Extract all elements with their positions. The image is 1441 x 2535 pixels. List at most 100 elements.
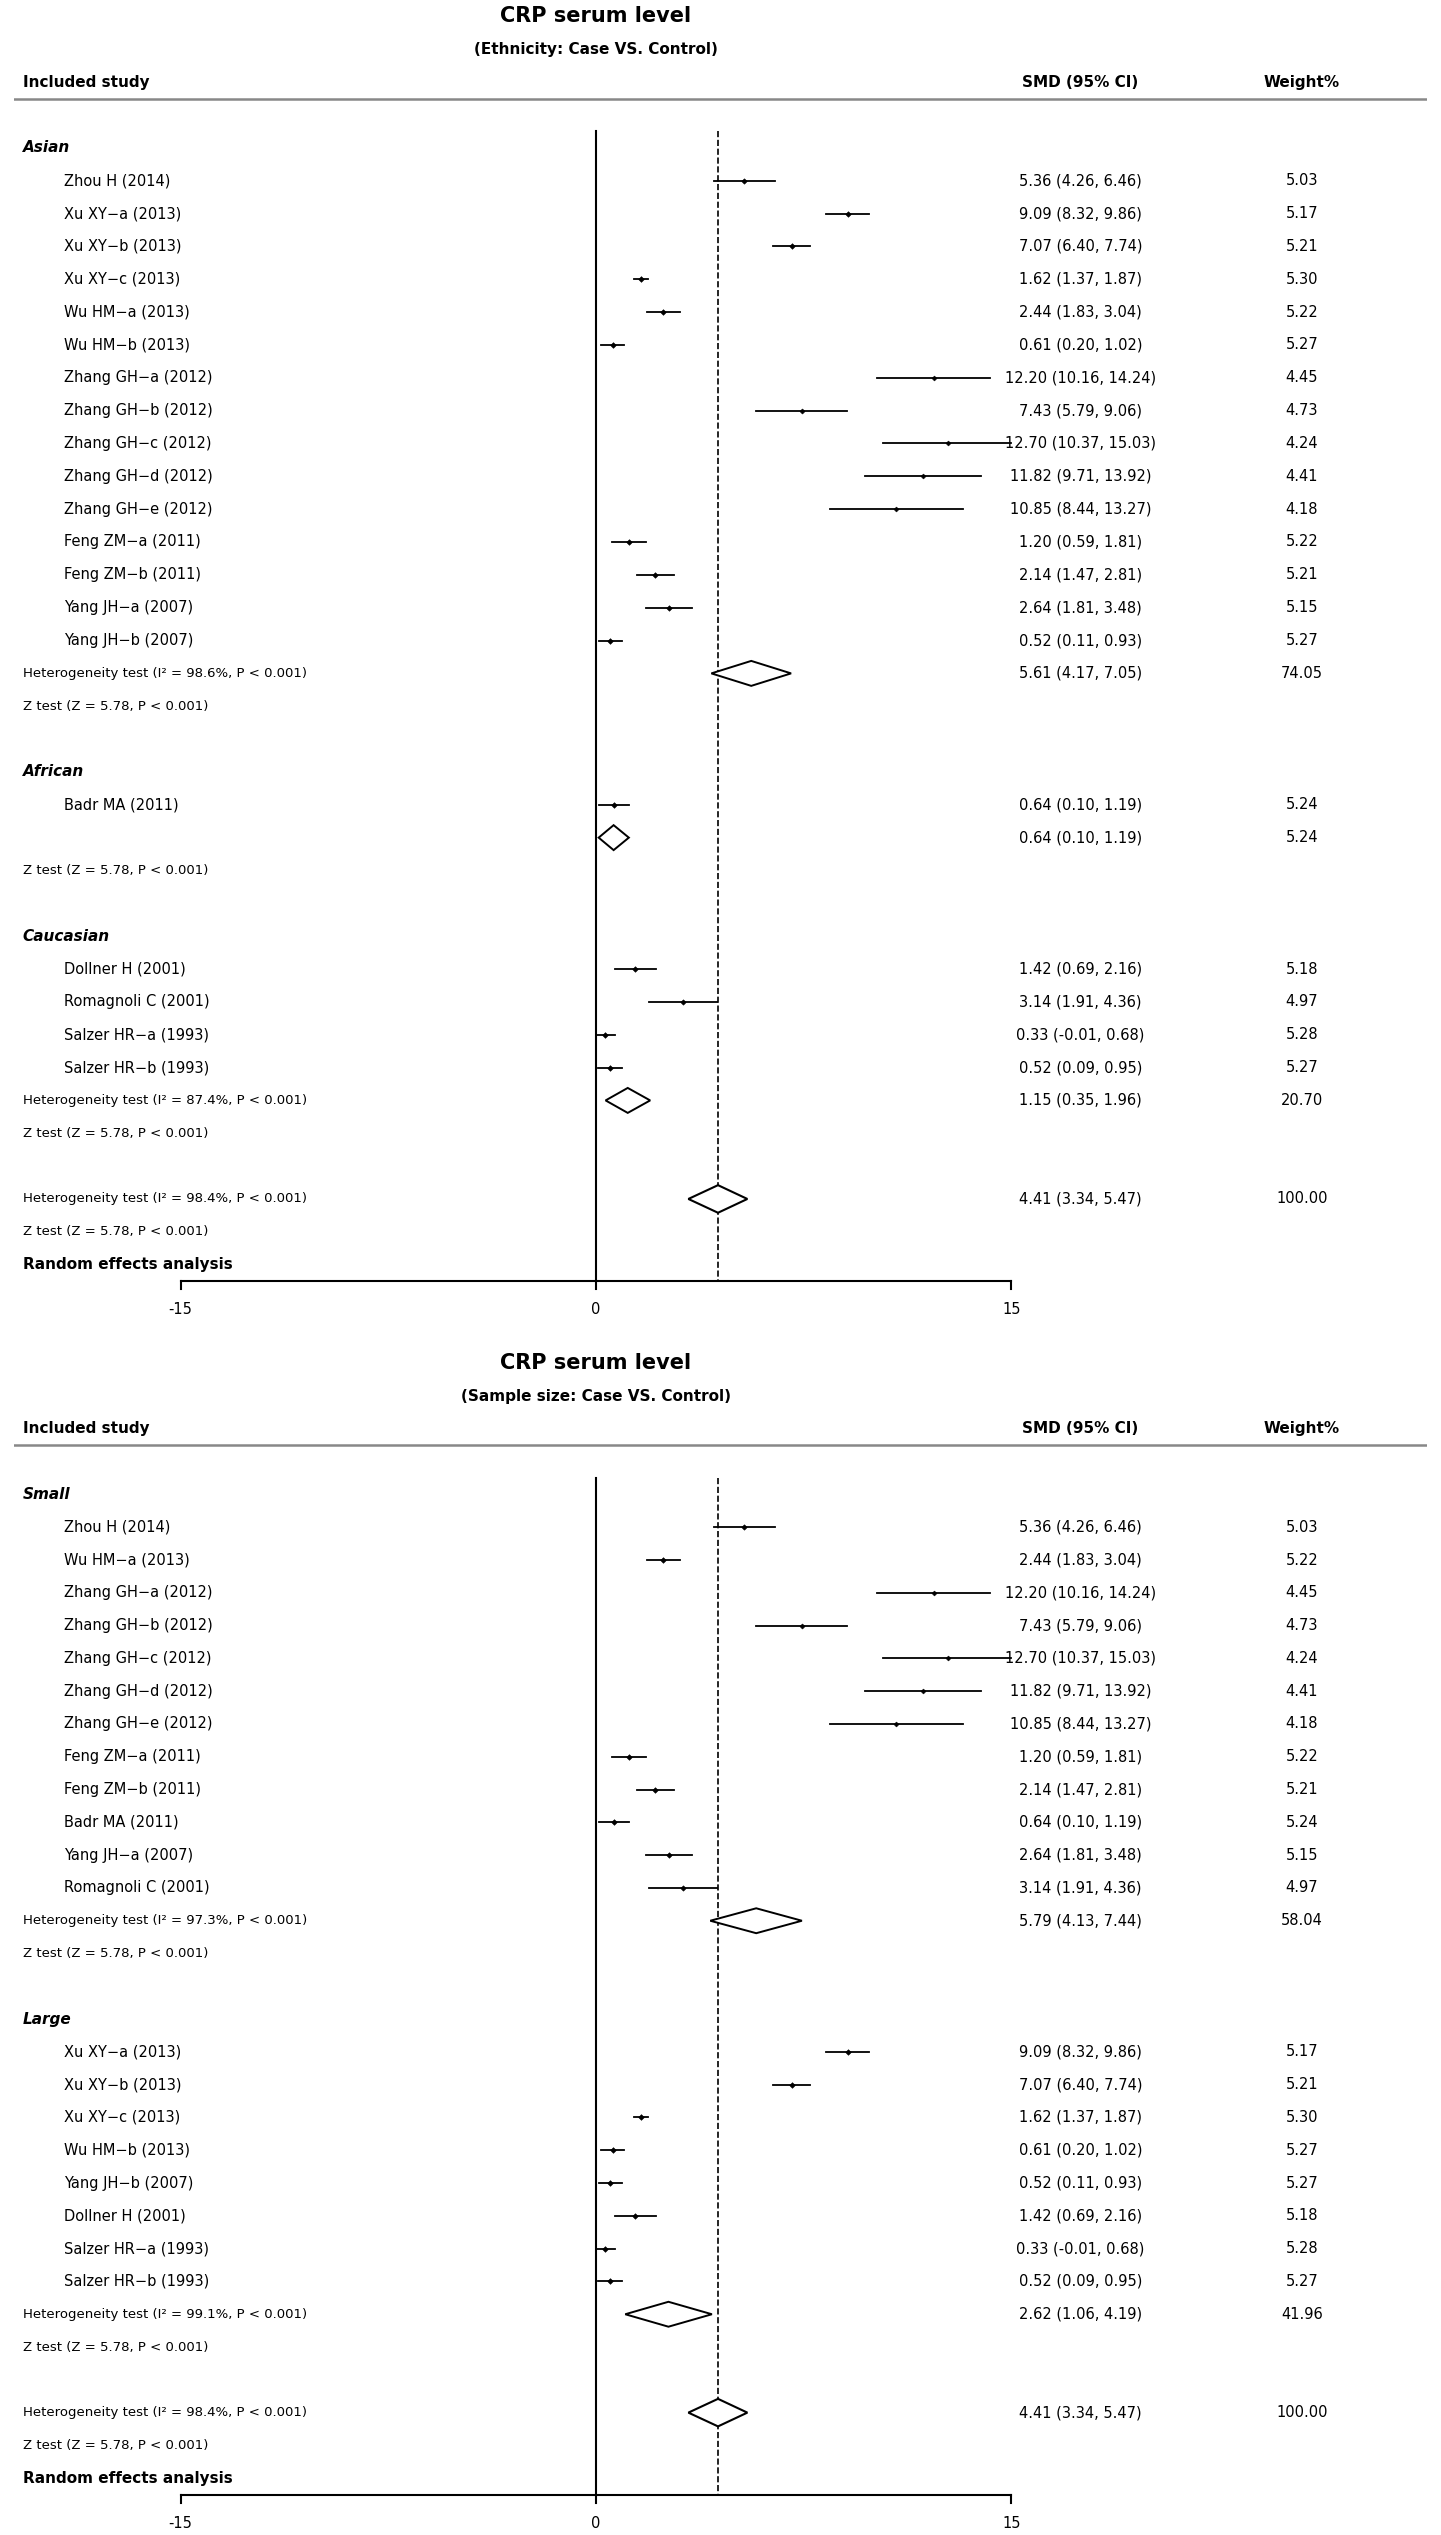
Polygon shape (605, 1088, 650, 1113)
Text: 0.33 (-0.01, 0.68): 0.33 (-0.01, 0.68) (1016, 1027, 1144, 1042)
Text: Z test (Z = 5.78, P < 0.001): Z test (Z = 5.78, P < 0.001) (23, 864, 208, 877)
Text: Zhang GH−b (2012): Zhang GH−b (2012) (65, 403, 213, 418)
Text: Heterogeneity test (I² = 99.1%, P < 0.001): Heterogeneity test (I² = 99.1%, P < 0.00… (23, 2307, 307, 2320)
Text: Zhou H (2014): Zhou H (2014) (65, 172, 170, 188)
Text: 5.22: 5.22 (1285, 1749, 1319, 1764)
Polygon shape (689, 2398, 748, 2426)
Text: 0.33 (-0.01, 0.68): 0.33 (-0.01, 0.68) (1016, 2241, 1144, 2256)
Text: -15: -15 (169, 2515, 193, 2530)
Text: Included study: Included study (23, 1422, 150, 1437)
Text: 1.62 (1.37, 1.87): 1.62 (1.37, 1.87) (1019, 271, 1141, 286)
Text: Heterogeneity test (I² = 98.6%, P < 0.001): Heterogeneity test (I² = 98.6%, P < 0.00… (23, 667, 307, 679)
Text: Random effects analysis: Random effects analysis (23, 1257, 232, 1273)
Text: 5.15: 5.15 (1285, 601, 1319, 616)
Polygon shape (689, 1186, 748, 1212)
Text: Asian: Asian (23, 139, 71, 155)
Text: 7.07 (6.40, 7.74): 7.07 (6.40, 7.74) (1019, 2076, 1143, 2091)
Text: Salzer HR−b (1993): Salzer HR−b (1993) (65, 2274, 209, 2289)
Text: Heterogeneity test (I² = 97.3%, P < 0.001): Heterogeneity test (I² = 97.3%, P < 0.00… (23, 1914, 307, 1927)
Text: Badr MA (2011): Badr MA (2011) (65, 1815, 179, 1830)
Text: 12.20 (10.16, 14.24): 12.20 (10.16, 14.24) (1004, 1584, 1156, 1600)
Text: 0.64 (0.10, 1.19): 0.64 (0.10, 1.19) (1019, 799, 1143, 811)
Text: Zhou H (2014): Zhou H (2014) (65, 1521, 170, 1534)
Text: 0.64 (0.10, 1.19): 0.64 (0.10, 1.19) (1019, 1815, 1143, 1830)
Text: 5.27: 5.27 (1285, 634, 1319, 649)
Text: 5.18: 5.18 (1285, 961, 1319, 976)
Text: 5.27: 5.27 (1285, 2175, 1319, 2190)
Text: 58.04: 58.04 (1281, 1914, 1323, 1929)
Text: 4.18: 4.18 (1285, 502, 1319, 517)
Text: 5.03: 5.03 (1285, 1521, 1319, 1534)
Text: Z test (Z = 5.78, P < 0.001): Z test (Z = 5.78, P < 0.001) (23, 2340, 208, 2352)
Text: Zhang GH−d (2012): Zhang GH−d (2012) (65, 1683, 213, 1698)
Text: Salzer HR−a (1993): Salzer HR−a (1993) (65, 2241, 209, 2256)
Text: Xu XY−c (2013): Xu XY−c (2013) (65, 271, 180, 286)
Text: Large: Large (23, 2013, 72, 2025)
Text: 9.09 (8.32, 9.86): 9.09 (8.32, 9.86) (1019, 2043, 1141, 2058)
Text: 10.85 (8.44, 13.27): 10.85 (8.44, 13.27) (1010, 1716, 1151, 1731)
Text: 3.14 (1.91, 4.36): 3.14 (1.91, 4.36) (1019, 1881, 1141, 1896)
Polygon shape (712, 662, 791, 687)
Text: Zhang GH−e (2012): Zhang GH−e (2012) (65, 502, 213, 517)
Text: SMD (95% CI): SMD (95% CI) (1022, 1422, 1138, 1437)
Text: 5.22: 5.22 (1285, 1551, 1319, 1567)
Text: Zhang GH−d (2012): Zhang GH−d (2012) (65, 469, 213, 484)
Text: Caucasian: Caucasian (23, 928, 110, 943)
Text: Dollner H (2001): Dollner H (2001) (65, 2208, 186, 2223)
Text: 5.30: 5.30 (1285, 2109, 1319, 2124)
Text: 5.22: 5.22 (1285, 535, 1319, 550)
Text: Yang JH−b (2007): Yang JH−b (2007) (65, 634, 193, 649)
Text: 2.14 (1.47, 2.81): 2.14 (1.47, 2.81) (1019, 568, 1143, 583)
Text: 0.52 (0.11, 0.93): 0.52 (0.11, 0.93) (1019, 2175, 1143, 2190)
Text: SMD (95% CI): SMD (95% CI) (1022, 74, 1138, 89)
Text: 7.43 (5.79, 9.06): 7.43 (5.79, 9.06) (1019, 1617, 1141, 1633)
Text: 4.24: 4.24 (1285, 436, 1319, 451)
Text: Feng ZM−b (2011): Feng ZM−b (2011) (65, 1782, 202, 1797)
Text: 3.14 (1.91, 4.36): 3.14 (1.91, 4.36) (1019, 994, 1141, 1009)
Text: 20.70: 20.70 (1281, 1093, 1323, 1108)
Text: Heterogeneity test (I² = 87.4%, P < 0.001): Heterogeneity test (I² = 87.4%, P < 0.00… (23, 1095, 307, 1108)
Text: 1.20 (0.59, 1.81): 1.20 (0.59, 1.81) (1019, 1749, 1143, 1764)
Text: 4.73: 4.73 (1285, 403, 1319, 418)
Text: 7.07 (6.40, 7.74): 7.07 (6.40, 7.74) (1019, 238, 1143, 254)
Text: 4.97: 4.97 (1285, 1881, 1319, 1896)
Text: Badr MA (2011): Badr MA (2011) (65, 799, 179, 811)
Text: 2.44 (1.83, 3.04): 2.44 (1.83, 3.04) (1019, 1551, 1141, 1567)
Text: Zhang GH−a (2012): Zhang GH−a (2012) (65, 1584, 213, 1600)
Text: 5.28: 5.28 (1285, 1027, 1319, 1042)
Text: 10.85 (8.44, 13.27): 10.85 (8.44, 13.27) (1010, 502, 1151, 517)
Text: 4.24: 4.24 (1285, 1650, 1319, 1665)
Text: 5.21: 5.21 (1285, 2076, 1319, 2091)
Text: 5.27: 5.27 (1285, 2274, 1319, 2289)
Text: 12.20 (10.16, 14.24): 12.20 (10.16, 14.24) (1004, 370, 1156, 385)
Text: 15: 15 (1001, 2515, 1020, 2530)
Text: 2.62 (1.06, 4.19): 2.62 (1.06, 4.19) (1019, 2307, 1143, 2322)
Text: 5.21: 5.21 (1285, 1782, 1319, 1797)
Text: Heterogeneity test (I² = 98.4%, P < 0.001): Heterogeneity test (I² = 98.4%, P < 0.00… (23, 2406, 307, 2418)
Text: 1.15 (0.35, 1.96): 1.15 (0.35, 1.96) (1019, 1093, 1141, 1108)
Text: 4.97: 4.97 (1285, 994, 1319, 1009)
Text: 5.28: 5.28 (1285, 2241, 1319, 2256)
Text: 5.36 (4.26, 6.46): 5.36 (4.26, 6.46) (1019, 172, 1141, 188)
Text: 15: 15 (1001, 1303, 1020, 1318)
Text: 11.82 (9.71, 13.92): 11.82 (9.71, 13.92) (1010, 1683, 1151, 1698)
Text: Z test (Z = 5.78, P < 0.001): Z test (Z = 5.78, P < 0.001) (23, 1126, 208, 1141)
Text: (Ethnicity: Case VS. Control): (Ethnicity: Case VS. Control) (474, 41, 718, 56)
Text: Wu HM−b (2013): Wu HM−b (2013) (65, 2142, 190, 2157)
Text: Xu XY−c (2013): Xu XY−c (2013) (65, 2109, 180, 2124)
Text: Wu HM−b (2013): Wu HM−b (2013) (65, 337, 190, 352)
Text: 5.79 (4.13, 7.44): 5.79 (4.13, 7.44) (1019, 1914, 1141, 1929)
Text: 1.42 (0.69, 2.16): 1.42 (0.69, 2.16) (1019, 961, 1143, 976)
Text: Dollner H (2001): Dollner H (2001) (65, 961, 186, 976)
Text: 12.70 (10.37, 15.03): 12.70 (10.37, 15.03) (1004, 436, 1156, 451)
Text: African: African (23, 766, 84, 778)
Text: 4.41: 4.41 (1285, 1683, 1319, 1698)
Text: 1.20 (0.59, 1.81): 1.20 (0.59, 1.81) (1019, 535, 1143, 550)
Text: Heterogeneity test (I² = 98.4%, P < 0.001): Heterogeneity test (I² = 98.4%, P < 0.00… (23, 1191, 307, 1207)
Text: -15: -15 (169, 1303, 193, 1318)
Text: 2.64 (1.81, 3.48): 2.64 (1.81, 3.48) (1019, 1848, 1141, 1863)
Text: 41.96: 41.96 (1281, 2307, 1323, 2322)
Text: CRP serum level: CRP serum level (500, 8, 692, 25)
Text: 12.70 (10.37, 15.03): 12.70 (10.37, 15.03) (1004, 1650, 1156, 1665)
Text: 2.64 (1.81, 3.48): 2.64 (1.81, 3.48) (1019, 601, 1141, 616)
